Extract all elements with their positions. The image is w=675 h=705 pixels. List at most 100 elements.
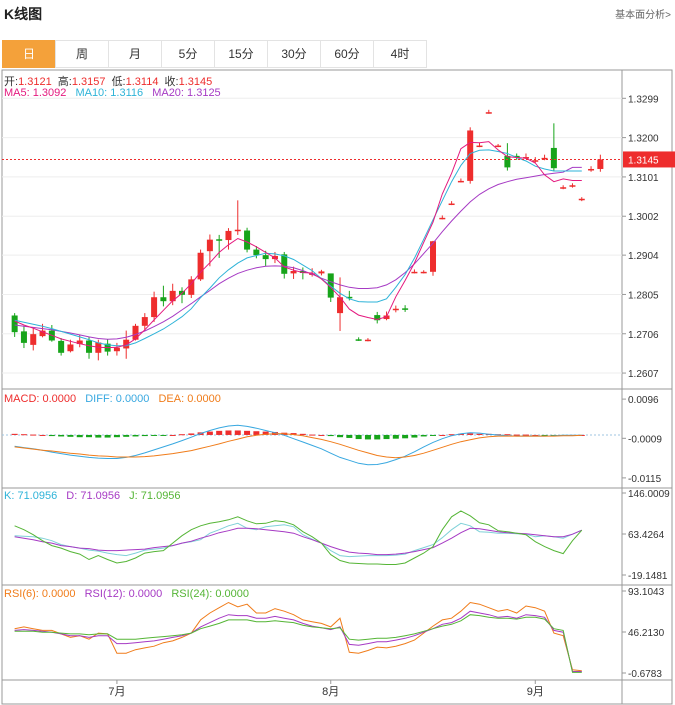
- candle-body: [151, 297, 158, 318]
- ma-info: MA5: 1.3092 MA10: 1.3116 MA20: 1.3125: [4, 87, 224, 99]
- y-tick-label: 93.1043: [628, 587, 665, 598]
- candle-body: [244, 230, 251, 250]
- j-legend: J: 71.0956: [129, 490, 181, 502]
- ma5-line: [14, 141, 582, 349]
- macd-bar: [160, 434, 167, 436]
- candle-body: [467, 130, 474, 181]
- candle-body: [123, 339, 130, 349]
- candle-body: [485, 112, 492, 114]
- macd-bar: [262, 431, 269, 435]
- y-tick-label: 1.2706: [628, 330, 659, 341]
- tab-2[interactable]: 月: [108, 40, 161, 68]
- candle-body: [495, 145, 502, 148]
- ma20-legend: MA20: 1.3125: [152, 87, 221, 99]
- last-price-label: 1.3145: [628, 155, 659, 166]
- candle-body: [383, 315, 390, 320]
- macd-bar: [206, 431, 213, 435]
- macd-bar: [504, 434, 511, 436]
- candle-body: [532, 160, 539, 162]
- y-tick-label: 1.2904: [628, 251, 659, 262]
- chart-frame: [1, 69, 673, 705]
- candle-body: [169, 290, 176, 302]
- macd-bar: [346, 434, 353, 438]
- macd-info: MACD: 0.0000 DIFF: 0.0000 DEA: 0.0000: [4, 393, 224, 405]
- macd-bar: [299, 433, 306, 435]
- macd-bar: [76, 434, 83, 438]
- dea-line: [14, 433, 582, 459]
- candle-body: [439, 217, 446, 220]
- ma20-line: [14, 166, 582, 340]
- macd-bar: [30, 434, 37, 436]
- candle-body: [364, 339, 371, 342]
- low-label: 低:: [111, 76, 126, 88]
- tab-6[interactable]: 60分: [320, 40, 373, 68]
- kdj-d-line: [14, 527, 582, 556]
- candle-body: [448, 203, 455, 206]
- y-tick-label: -19.1481: [628, 571, 668, 582]
- macd-bar: [402, 434, 409, 439]
- ma10-legend: MA10: 1.3116: [75, 87, 144, 99]
- macd-bar: [383, 434, 390, 440]
- candle-body: [160, 297, 167, 302]
- rsi-line-0: [14, 601, 582, 672]
- d-legend: D: 71.0956: [66, 490, 121, 502]
- candle-body: [234, 229, 241, 232]
- tab-5[interactable]: 30分: [267, 40, 320, 68]
- macd-bar: [522, 434, 529, 436]
- candle-body: [337, 297, 344, 314]
- candle-body: [318, 271, 325, 274]
- candle-body: [20, 331, 27, 343]
- candle-body: [457, 180, 464, 183]
- candle-body: [420, 271, 427, 274]
- candle-body: [281, 254, 288, 274]
- tab-4[interactable]: 15分: [214, 40, 267, 68]
- y-tick-label: 63.4264: [628, 530, 665, 541]
- macd-bar: [169, 434, 176, 436]
- macd-bar: [420, 434, 427, 437]
- candle-body: [355, 339, 362, 341]
- x-tick-label: 9月: [527, 686, 544, 698]
- macd-bar: [309, 434, 316, 436]
- kdj-j-line: [14, 510, 583, 565]
- tab-7[interactable]: 4时: [373, 40, 427, 68]
- tab-3[interactable]: 5分: [161, 40, 214, 68]
- candle-body: [550, 147, 557, 169]
- low-value: 1.3114: [125, 76, 159, 88]
- fundamental-analysis-link[interactable]: 基本面分析>: [615, 10, 671, 21]
- macd-bar: [392, 434, 399, 439]
- candle-body: [188, 279, 195, 295]
- kdj-k-line: [14, 522, 582, 558]
- macd-bar: [20, 434, 27, 436]
- macd-bar: [448, 434, 455, 436]
- macd-bar: [151, 434, 158, 436]
- macd-bar: [541, 434, 548, 436]
- y-tick-label: -0.0009: [628, 434, 662, 445]
- candle-body: [11, 315, 18, 333]
- tab-0[interactable]: 日: [2, 40, 55, 68]
- macd-bar: [253, 431, 260, 435]
- candle-body: [86, 340, 93, 353]
- candle-body: [588, 168, 595, 171]
- candle-body: [346, 296, 353, 299]
- x-tick-label: 7月: [108, 686, 125, 698]
- y-tick-label: -0.6783: [628, 669, 662, 680]
- y-tick-label: -0.0115: [628, 474, 662, 485]
- candle-body: [132, 325, 139, 340]
- period-tabs: 日周月 5分 15分 30分 60分 4时: [2, 40, 427, 68]
- macd-bar: [374, 434, 381, 440]
- candle-body: [402, 308, 409, 310]
- tab-1[interactable]: 周: [55, 40, 108, 68]
- candle-body: [206, 239, 213, 252]
- ohlc-info: 开:1.3121 高:1.3157 低:1.3114 收:1.3145: [4, 73, 215, 89]
- candle-body: [513, 155, 520, 158]
- candle-body: [76, 340, 83, 345]
- y-tick-label: 0.0096: [628, 395, 659, 406]
- macd-bar: [467, 433, 474, 435]
- candle-body: [39, 330, 46, 337]
- y-tick-label: 1.3299: [628, 94, 659, 105]
- macd-bar: [411, 434, 418, 438]
- y-tick-label: 1.2805: [628, 290, 659, 301]
- candle-body: [392, 308, 399, 311]
- diff-legend: DIFF: 0.0000: [85, 393, 150, 405]
